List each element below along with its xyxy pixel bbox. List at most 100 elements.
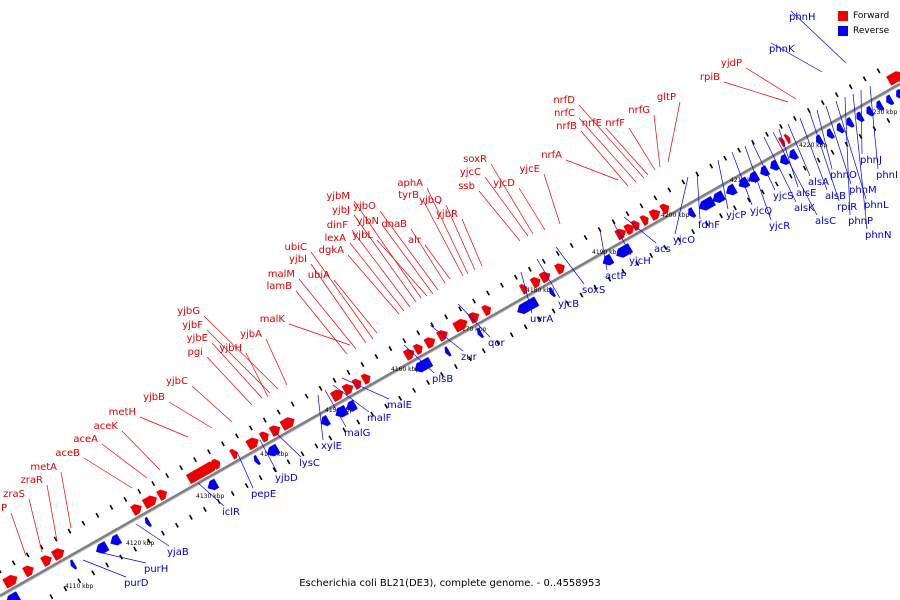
minor-tick <box>165 473 170 479</box>
forward-gene-block <box>130 504 142 516</box>
reverse-gene-block <box>253 454 261 466</box>
gene-label-yjbA: yjbA <box>240 329 262 340</box>
gene-label-aceA: aceA <box>73 434 98 445</box>
gene-label-pgi: pgi <box>188 347 203 358</box>
leader-line-soxS <box>555 246 585 285</box>
minor-tick <box>346 369 351 376</box>
minor-tick <box>834 92 839 98</box>
minor-tick <box>611 219 616 225</box>
minor-tick <box>677 236 682 243</box>
minor-tick <box>300 451 305 457</box>
reverse-gene-block <box>346 399 358 412</box>
leader-line-actP <box>599 229 608 271</box>
leader-line-phnL <box>835 100 867 200</box>
minor-tick <box>597 227 602 233</box>
leader-line-metH <box>139 416 189 438</box>
minor-tick <box>360 361 365 368</box>
scale-label: 4180 kbp <box>526 287 554 294</box>
leader-line-phnI <box>869 85 879 170</box>
minor-tick <box>541 258 546 264</box>
minor-tick <box>737 147 742 153</box>
gene-label-xylE: xylE <box>321 441 342 452</box>
leader-line-dnaB <box>410 228 446 284</box>
gene-label-aceK: aceK <box>94 421 119 432</box>
forward-gene-block <box>329 389 344 403</box>
gene-label-phnN: phnN <box>865 230 892 241</box>
minor-tick <box>328 435 333 441</box>
gene-label-phnI: phnI <box>876 170 898 181</box>
leader-line-purH <box>97 551 147 564</box>
minor-tick <box>551 308 556 314</box>
scale-label: 4200 kbp <box>661 212 689 219</box>
gene-label-yjbR: yjbR <box>436 209 458 220</box>
gene-label-purH: purH <box>144 564 168 575</box>
leader-line-yjcQ <box>731 151 753 206</box>
genome-caption: Escherichia coli BL21(DE3), complete gen… <box>299 578 601 589</box>
scale-label: 4190 kbp <box>592 249 620 256</box>
forward-gene-block <box>245 437 259 451</box>
leader-line-aceK <box>121 430 161 471</box>
gene-label-yjbD: yjbD <box>275 473 298 484</box>
scale-label: 4160 kbp <box>391 366 419 373</box>
forward-gene-block <box>258 431 269 443</box>
leader-line-nrfG <box>653 114 661 168</box>
reverse-gene-block <box>896 88 900 100</box>
legend: Forward Reverse <box>838 8 889 38</box>
minor-tick <box>500 282 504 288</box>
minor-tick <box>779 123 783 129</box>
minor-tick <box>202 506 207 512</box>
minor-tick <box>221 441 225 447</box>
minor-tick <box>314 443 319 449</box>
gene-label-nrfF: nrfF <box>605 118 625 129</box>
gene-label-phnJ: phnJ <box>860 155 882 166</box>
leader-line-nrfE <box>605 127 649 176</box>
minor-tick <box>444 314 449 320</box>
minor-tick <box>709 163 714 169</box>
leader-line-ubiA <box>333 279 378 334</box>
minor-tick <box>290 401 295 407</box>
minor-tick <box>792 115 797 122</box>
minor-tick <box>175 522 179 528</box>
leader-line-iclR <box>197 482 225 507</box>
leader-line-nrfC <box>578 117 637 183</box>
minor-tick <box>621 268 626 274</box>
gene-label-lysC: lysC <box>299 458 320 469</box>
leader-line-yjbQ <box>445 204 476 271</box>
leader-line-yjbD <box>259 439 278 473</box>
reverse-gene-block <box>886 94 895 106</box>
gene-label-soxR: soxR <box>463 154 487 165</box>
minor-tick <box>593 284 598 290</box>
reverse-gene-block <box>476 327 485 339</box>
gene-label-phnM: phnM <box>849 185 877 196</box>
leader-line-ssb <box>478 190 521 242</box>
minor-tick <box>830 149 835 155</box>
gene-label-yjcS: yjcS <box>773 191 794 202</box>
minor-tick <box>332 377 337 383</box>
gene-label-zraR: zraR <box>21 475 43 486</box>
gene-label-yjbI: yjbI <box>289 254 307 265</box>
reverse-gene-block <box>110 533 123 546</box>
reverse-gene-block <box>826 128 836 139</box>
gene-label-alsA: alsA <box>808 177 829 188</box>
minor-tick <box>639 203 644 209</box>
forward-gene-block <box>648 209 661 221</box>
gene-label-qor: qor <box>488 338 505 349</box>
legend-forward: Forward <box>838 8 889 23</box>
gene-label-malF: malF <box>367 413 392 424</box>
minor-tick <box>63 586 68 592</box>
minor-tick <box>569 242 574 249</box>
gene-label-nrfD: nrfD <box>553 95 575 106</box>
minor-tick <box>774 181 779 187</box>
gene-label-metH: metH <box>109 407 136 418</box>
gene-label-phnH: phnH <box>789 12 816 23</box>
minor-tick <box>862 76 867 82</box>
gene-label-zraS: zraS <box>3 489 25 500</box>
minor-tick <box>565 300 570 306</box>
gene-label-yjbH: yjbH <box>219 343 242 354</box>
gene-label-uvrA: uvrA <box>530 314 553 325</box>
scale-label: 4130 kbp <box>196 493 224 500</box>
leader-line-yjbL <box>376 239 428 297</box>
minor-tick <box>751 139 755 145</box>
scale-label: 4230 kbp <box>869 109 897 116</box>
leader-line-pepE <box>236 451 254 489</box>
